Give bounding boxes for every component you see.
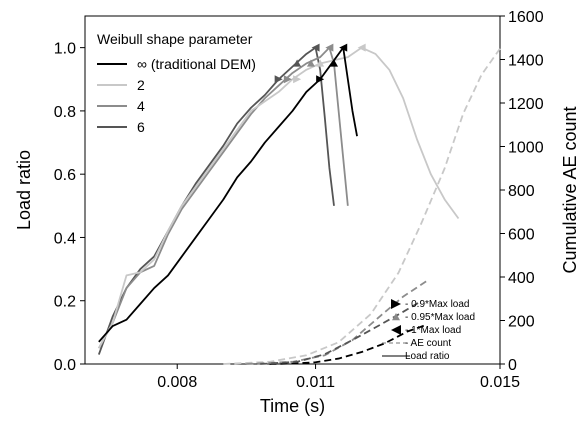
marker-090-2: [283, 75, 292, 84]
marker-095-1: [316, 59, 325, 67]
legend: Weibull shape parameter ∞ (traditional D…: [97, 31, 256, 135]
y-left-tick-label: 1.0: [54, 41, 76, 58]
x-tick-label: 0.011: [296, 374, 335, 391]
y-left-tick-label: 0.4: [54, 230, 76, 247]
series-layer: [97, 43, 501, 365]
ae-count-line-0: [269, 324, 427, 365]
y-right-tick-label: 600: [508, 227, 535, 244]
marker-095-3: [293, 59, 302, 67]
legend-label-0: ∞ (traditional DEM): [137, 56, 256, 72]
ae-count-line-3: [260, 300, 423, 365]
marker-legend-symbol-0: [391, 299, 401, 309]
y-right-tick-label: 1000: [508, 140, 544, 157]
y-left-tick-label: 0.8: [54, 104, 76, 121]
x-axis-label: Time (s): [260, 396, 325, 416]
y-right-tick-label: 200: [508, 314, 535, 331]
marker-legend-label-2: - 1*Max load: [405, 325, 461, 336]
y-axis-right-label: Cumulative AE count: [560, 106, 580, 273]
y-right-tick-label: 800: [508, 183, 535, 200]
legend-label-1: 2: [137, 77, 145, 93]
y-left-tick-label: 0.2: [54, 294, 76, 311]
marker-100-0: [339, 43, 348, 52]
marker-090-3: [274, 75, 283, 84]
load-ratio-line-2: [98, 46, 349, 349]
y-right-tick-label: 0: [508, 357, 517, 374]
y-right-tick-label: 1400: [508, 53, 544, 70]
load-ratio-line-0: [98, 46, 358, 343]
x-tick-label: 0.008: [157, 374, 197, 391]
marker-100-3: [311, 43, 320, 52]
legend-title: Weibull shape parameter: [97, 31, 253, 47]
legend-label-2: 4: [137, 98, 145, 114]
ae-count-line-1: [223, 48, 501, 365]
marker-legend: - 0.9*Max load - 0.95*Max load - 1*Max loa…: [382, 299, 475, 362]
x-tick-label: 0.015: [480, 374, 520, 391]
marker-legend-label-3: - AE count: [405, 338, 451, 349]
marker-095-2: [306, 59, 315, 67]
marker-095-0: [330, 59, 338, 67]
marker-legend-label-1: - 0.95*Max load: [405, 312, 475, 323]
y-right-tick-label: 1200: [508, 96, 544, 113]
marker-100-2: [325, 43, 334, 52]
legend-label-3: 6: [137, 119, 145, 135]
marker-090-1: [293, 75, 302, 84]
marker-legend-symbol-1: [392, 313, 400, 321]
y-left-tick-label: 0.0: [54, 357, 76, 374]
y-axis-left-label: Load ratio: [14, 150, 34, 230]
y-left-tick-label: 0.6: [54, 167, 76, 184]
y-right-tick-label: 400: [508, 270, 535, 287]
ae-count-line-2: [246, 280, 427, 365]
axes-layer: 0.008 0.011 0.015 0.0 0.2 0.4 0.6 0.8 1.0 0 200 400…: [54, 9, 544, 391]
load-ratio-line-1: [98, 46, 460, 349]
marker-100-1: [357, 43, 366, 52]
marker-090-0: [316, 75, 325, 84]
marker-legend-label-0: - 0.9*Max load: [405, 299, 469, 310]
marker-legend-symbol-2: [391, 325, 401, 335]
marker-legend-label-4: Load ratio: [405, 351, 450, 362]
y-right-tick-label: 1600: [508, 9, 544, 26]
load-ratio-line-3: [97, 46, 335, 355]
